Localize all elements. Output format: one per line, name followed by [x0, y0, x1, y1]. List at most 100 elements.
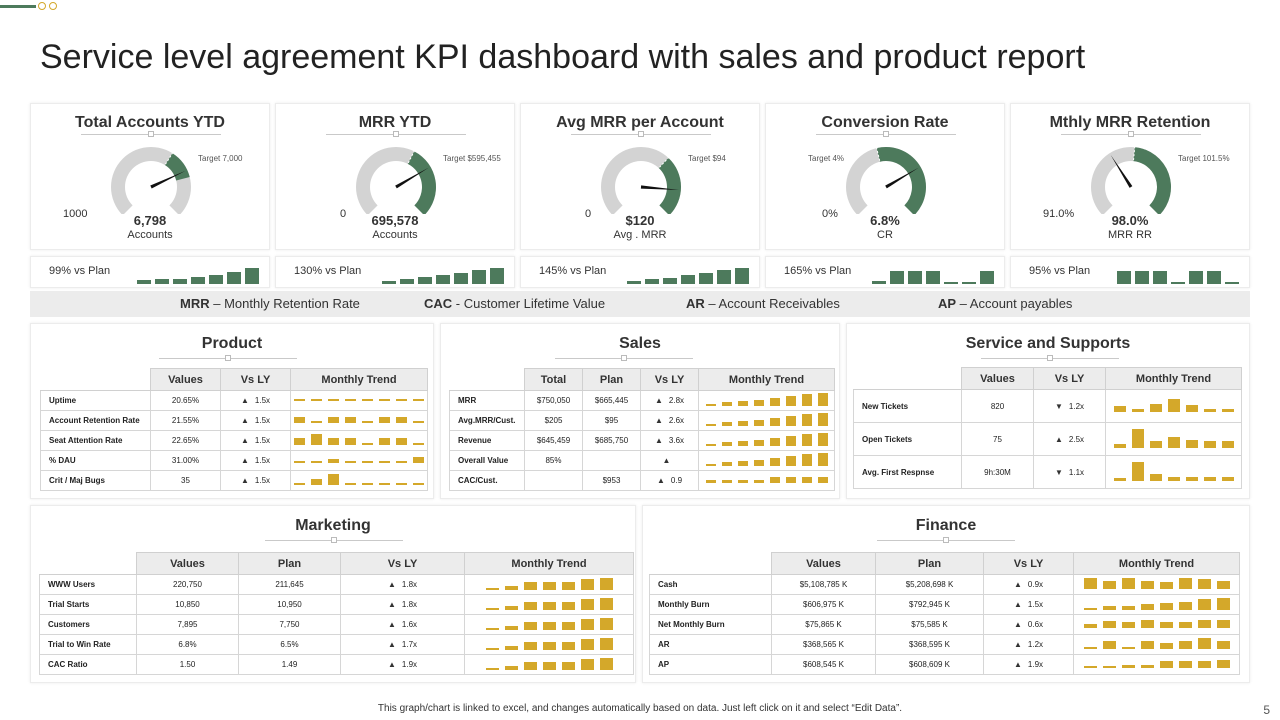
table-row[interactable]: Customers 7,895 7,750 ▲ 1.6x — [39, 614, 634, 635]
plan-mini-chart — [627, 264, 749, 284]
table-row[interactable]: % DAU 31.00% ▲ 1.5x — [40, 450, 428, 471]
kpi-card[interactable]: Avg MRR per Account Target $94 0 $120 Avg . … — [520, 103, 760, 250]
table-row[interactable]: Monthly Burn $606,975 K $792,945 K ▲ 1.5x — [649, 594, 1240, 615]
table-row[interactable]: CAC Ratio 1.50 1.49 ▲ 1.9x — [39, 654, 634, 675]
table-row[interactable]: MRR $750,050 $665,445 ▲ 2.8x — [449, 390, 835, 411]
plan-vs-text: 99% vs Plan — [49, 265, 111, 277]
cell-total: $750,050 — [524, 390, 583, 411]
trend-bar — [1140, 603, 1154, 610]
service-panel[interactable]: Service and Supports Values Vs LY Monthly … — [846, 323, 1250, 499]
cell-value: $5,108,785 K — [771, 574, 876, 595]
plan-strip: 95% vs Plan — [1010, 256, 1250, 288]
trend-bar — [379, 460, 390, 463]
trend-bar — [721, 442, 732, 446]
mini-bar — [699, 273, 713, 284]
table-row[interactable]: AP $608,545 K $608,609 K ▲ 1.9x — [649, 654, 1240, 675]
down-arrow-icon: ▼ — [1054, 401, 1063, 411]
table-row[interactable]: Account Retention Rate 21.55% ▲ 1.5x — [40, 410, 428, 431]
abbreviation-legend: MRR – Monthly Retention Rate CAC - Custo… — [30, 291, 1250, 317]
table-row[interactable]: Cash $5,108,785 K $5,208,698 K ▲ 0.9x — [649, 574, 1240, 595]
row-label: Avg.MRR/Cust. — [449, 410, 525, 431]
mini-bar — [227, 272, 241, 284]
finance-panel[interactable]: Finance Values Plan Vs LY Monthly Trend Cash… — [642, 505, 1250, 683]
trend-bar — [413, 456, 424, 463]
table-row[interactable]: Open Tickets 75 ▲ 2.5x — [853, 422, 1242, 456]
kpi-unit: CR — [877, 229, 893, 241]
table-row[interactable]: Uptime 20.65% ▲ 1.5x — [40, 390, 428, 411]
product-panel[interactable]: Product Values Vs LY Monthly Trend Uptime 20… — [30, 323, 434, 499]
cell-trend — [464, 614, 634, 635]
legend-item: AP – Account payables — [938, 296, 1073, 311]
product-table: Values Vs LY Monthly Trend Uptime 20.65% ▲ 1.5… — [40, 368, 428, 491]
gauge-chart — [1090, 146, 1171, 214]
vsly-value: 1.5x — [254, 416, 271, 425]
kpi-card[interactable]: Mthly MRR Retention Target 101.5% 91.0% 98.… — [1010, 103, 1250, 250]
table-row[interactable]: Trial to Win Rate 6.8% 6.5% ▲ 1.7x — [39, 634, 634, 655]
mini-bar — [490, 268, 504, 284]
trend-bar — [1140, 664, 1154, 668]
vsly-value: 2.6x — [668, 416, 685, 425]
cell-value: $606,975 K — [771, 594, 876, 615]
table-row[interactable]: CAC/Cust. $953 ▲ 0.9 — [449, 470, 835, 491]
kpi-card[interactable]: MRR YTD Target $595,455 0 695,578 Accounts — [275, 103, 515, 250]
table-row[interactable]: Net Monthly Burn $75,865 K $75,585 K ▲ 0.6x — [649, 614, 1240, 635]
table-row[interactable]: Crit / Maj Bugs 35 ▲ 1.5x — [40, 470, 428, 491]
vsly-value: 1.2x — [1027, 640, 1044, 649]
title-divider — [265, 537, 403, 543]
cell-plan: $95 — [582, 410, 641, 431]
value-value: 10,850 — [175, 600, 200, 609]
value-value: 7,895 — [177, 620, 198, 629]
trend-bar — [362, 483, 373, 485]
cell-trend — [1073, 594, 1240, 615]
sales-panel[interactable]: Sales Total Plan Vs LY Monthly Trend MRR $750… — [440, 323, 840, 499]
trend-bar — [396, 460, 407, 463]
mini-bar — [1117, 271, 1131, 284]
cell-trend — [1105, 455, 1242, 489]
table-row[interactable]: Trial Starts 10,850 10,950 ▲ 1.8x — [39, 594, 634, 615]
table-row[interactable]: Overall Value 85% ▲ — [449, 450, 835, 471]
gauge-needle — [885, 167, 919, 189]
table-row[interactable]: Avg. First Respnse 9h:30M ▼ 1.1x — [853, 455, 1242, 489]
trend-bar — [1159, 582, 1173, 589]
trend-bar — [1178, 660, 1192, 668]
row-label-text: Net Monthly Burn — [658, 620, 725, 629]
cell-plan: $368,595 K — [875, 634, 984, 655]
value-value: $368,565 K — [803, 640, 844, 649]
kpi-target: Target 101.5% — [1178, 154, 1230, 163]
mini-bar — [627, 281, 641, 284]
marketing-panel[interactable]: Marketing Values Plan Vs LY Monthly Trend WW… — [30, 505, 636, 683]
trend-bar — [1221, 476, 1234, 481]
plan-value: $95 — [604, 416, 619, 425]
trend-bar — [1159, 660, 1173, 668]
trend-chart — [466, 637, 633, 652]
trend-bar — [1102, 605, 1116, 610]
cell-value: $75,865 K — [771, 614, 876, 635]
trend-chart — [466, 577, 633, 592]
cell-trend — [290, 450, 428, 471]
vsly-value: 1.8x — [401, 600, 418, 609]
trend-bar — [785, 396, 796, 406]
mini-bar — [137, 280, 151, 284]
row-label-text: MRR — [458, 396, 477, 405]
value-value: 6.8% — [178, 640, 197, 649]
cell-value: 35 — [150, 470, 221, 491]
trend-bar — [1083, 647, 1097, 649]
title-divider — [326, 131, 466, 137]
kpi-card[interactable]: Conversion Rate Target 4% 0% 6.8% CR — [765, 103, 1005, 250]
table-row[interactable]: WWW Users 220,750 211,645 ▲ 1.8x — [39, 574, 634, 595]
gauge-track — [600, 146, 681, 214]
kpi-card[interactable]: Total Accounts YTD Target 7,000 1000 6,798 A… — [30, 103, 270, 250]
table-row[interactable]: Revenue $645,459 $685,750 ▲ 3.6x — [449, 430, 835, 451]
plan-value: $75,585 K — [911, 620, 948, 629]
table-row[interactable]: AR $368,565 K $368,595 K ▲ 1.2x — [649, 634, 1240, 655]
table-row[interactable]: New Tickets 820 ▼ 1.2x — [853, 389, 1242, 423]
kpi-value: 6.8% — [870, 213, 900, 228]
trend-bar — [485, 667, 499, 670]
target-marker — [875, 147, 881, 163]
service-table: Values Vs LY Monthly Trend New Tickets 820 ▼ 1… — [853, 367, 1242, 489]
table-row[interactable]: Seat Attention Rate 22.65% ▲ 1.5x — [40, 430, 428, 451]
cell-vsly: ▲ 1.8x — [340, 574, 465, 595]
trend-bar — [580, 598, 594, 610]
table-row[interactable]: Avg.MRR/Cust. $205 $95 ▲ 2.6x — [449, 410, 835, 431]
trend-bar — [753, 479, 764, 483]
